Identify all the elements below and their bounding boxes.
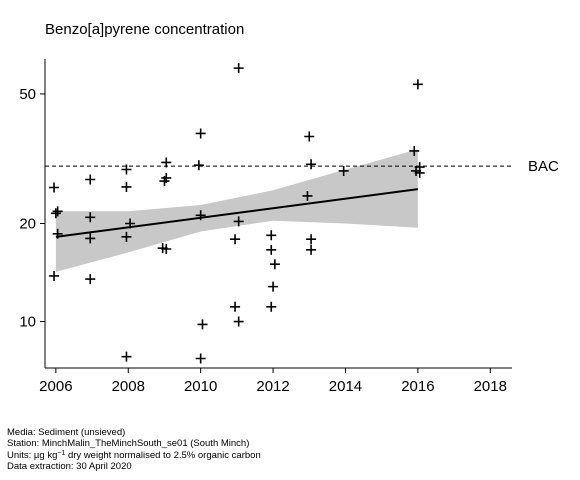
y-tick-label: 50 [19, 86, 36, 103]
units-suffix: dry weight normalised to 2.5% organic ca… [65, 450, 261, 462]
bac-label: BAC [528, 158, 559, 175]
x-tick-label: 2016 [401, 378, 434, 395]
data-point [193, 160, 204, 171]
footer: Media: Sediment (unsieved) Station: Minc… [7, 427, 261, 472]
data-point [266, 244, 277, 255]
data-point [338, 165, 349, 176]
data-point [85, 274, 96, 285]
data-point [161, 244, 172, 255]
plot-area: BAC 10 20 50 2006 2008 2010 2012 2014 2016 2018 [19, 59, 559, 395]
data-point [49, 182, 60, 193]
data-point [121, 231, 132, 242]
x-tick-label: 2010 [184, 378, 217, 395]
data-point [195, 128, 206, 139]
data-point [121, 164, 132, 175]
data-point [266, 301, 277, 312]
x-tick-label: 2006 [39, 378, 72, 395]
units-prefix: Units: µg kg [7, 450, 58, 462]
chart-title: Benzo[a]pyrene concentration [45, 21, 244, 38]
data-point [412, 79, 423, 90]
x-tick-label: 2012 [256, 378, 289, 395]
confidence-band [55, 149, 418, 272]
data-point [233, 316, 244, 327]
data-point [197, 319, 208, 330]
data-point [306, 234, 317, 245]
data-point [409, 145, 420, 156]
data-point [269, 259, 280, 270]
data-point [85, 233, 96, 244]
data-point [233, 63, 244, 74]
footer-media: Media: Sediment (unsieved) [7, 427, 126, 438]
x-tick-label: 2014 [329, 378, 362, 395]
y-tick-label: 20 [19, 216, 36, 233]
data-point [52, 206, 63, 217]
data-point [302, 190, 313, 201]
data-point [268, 281, 279, 292]
data-point [50, 208, 61, 219]
data-point [414, 167, 425, 178]
trend-line [55, 188, 419, 238]
data-point [52, 228, 63, 239]
data-point [121, 181, 132, 192]
x-tick-label: 2018 [474, 378, 507, 395]
y-tick-label: 10 [19, 314, 36, 331]
data-point [121, 351, 132, 362]
data-point [49, 270, 60, 281]
data-point [161, 157, 172, 168]
data-point [304, 131, 315, 142]
data-point [125, 218, 136, 229]
footer-extraction: Data extraction: 30 April 2020 [7, 460, 132, 472]
data-point [306, 244, 317, 255]
x-tick-label: 2008 [112, 378, 145, 395]
footer-units: Units: µg kg−1 dry weight normalised to … [7, 449, 261, 462]
data-point [85, 174, 96, 185]
data-point [230, 301, 241, 312]
data-point [230, 234, 241, 245]
data-point [195, 353, 206, 364]
data-point [85, 212, 96, 223]
data-point [161, 172, 172, 183]
units-exponent: −1 [57, 450, 66, 458]
data-point [306, 159, 317, 170]
data-point [266, 230, 277, 241]
footer-station: Station: MinchMalin_TheMinchSouth_se01 (… [7, 437, 250, 449]
data-point [195, 210, 206, 221]
data-point [233, 216, 244, 227]
